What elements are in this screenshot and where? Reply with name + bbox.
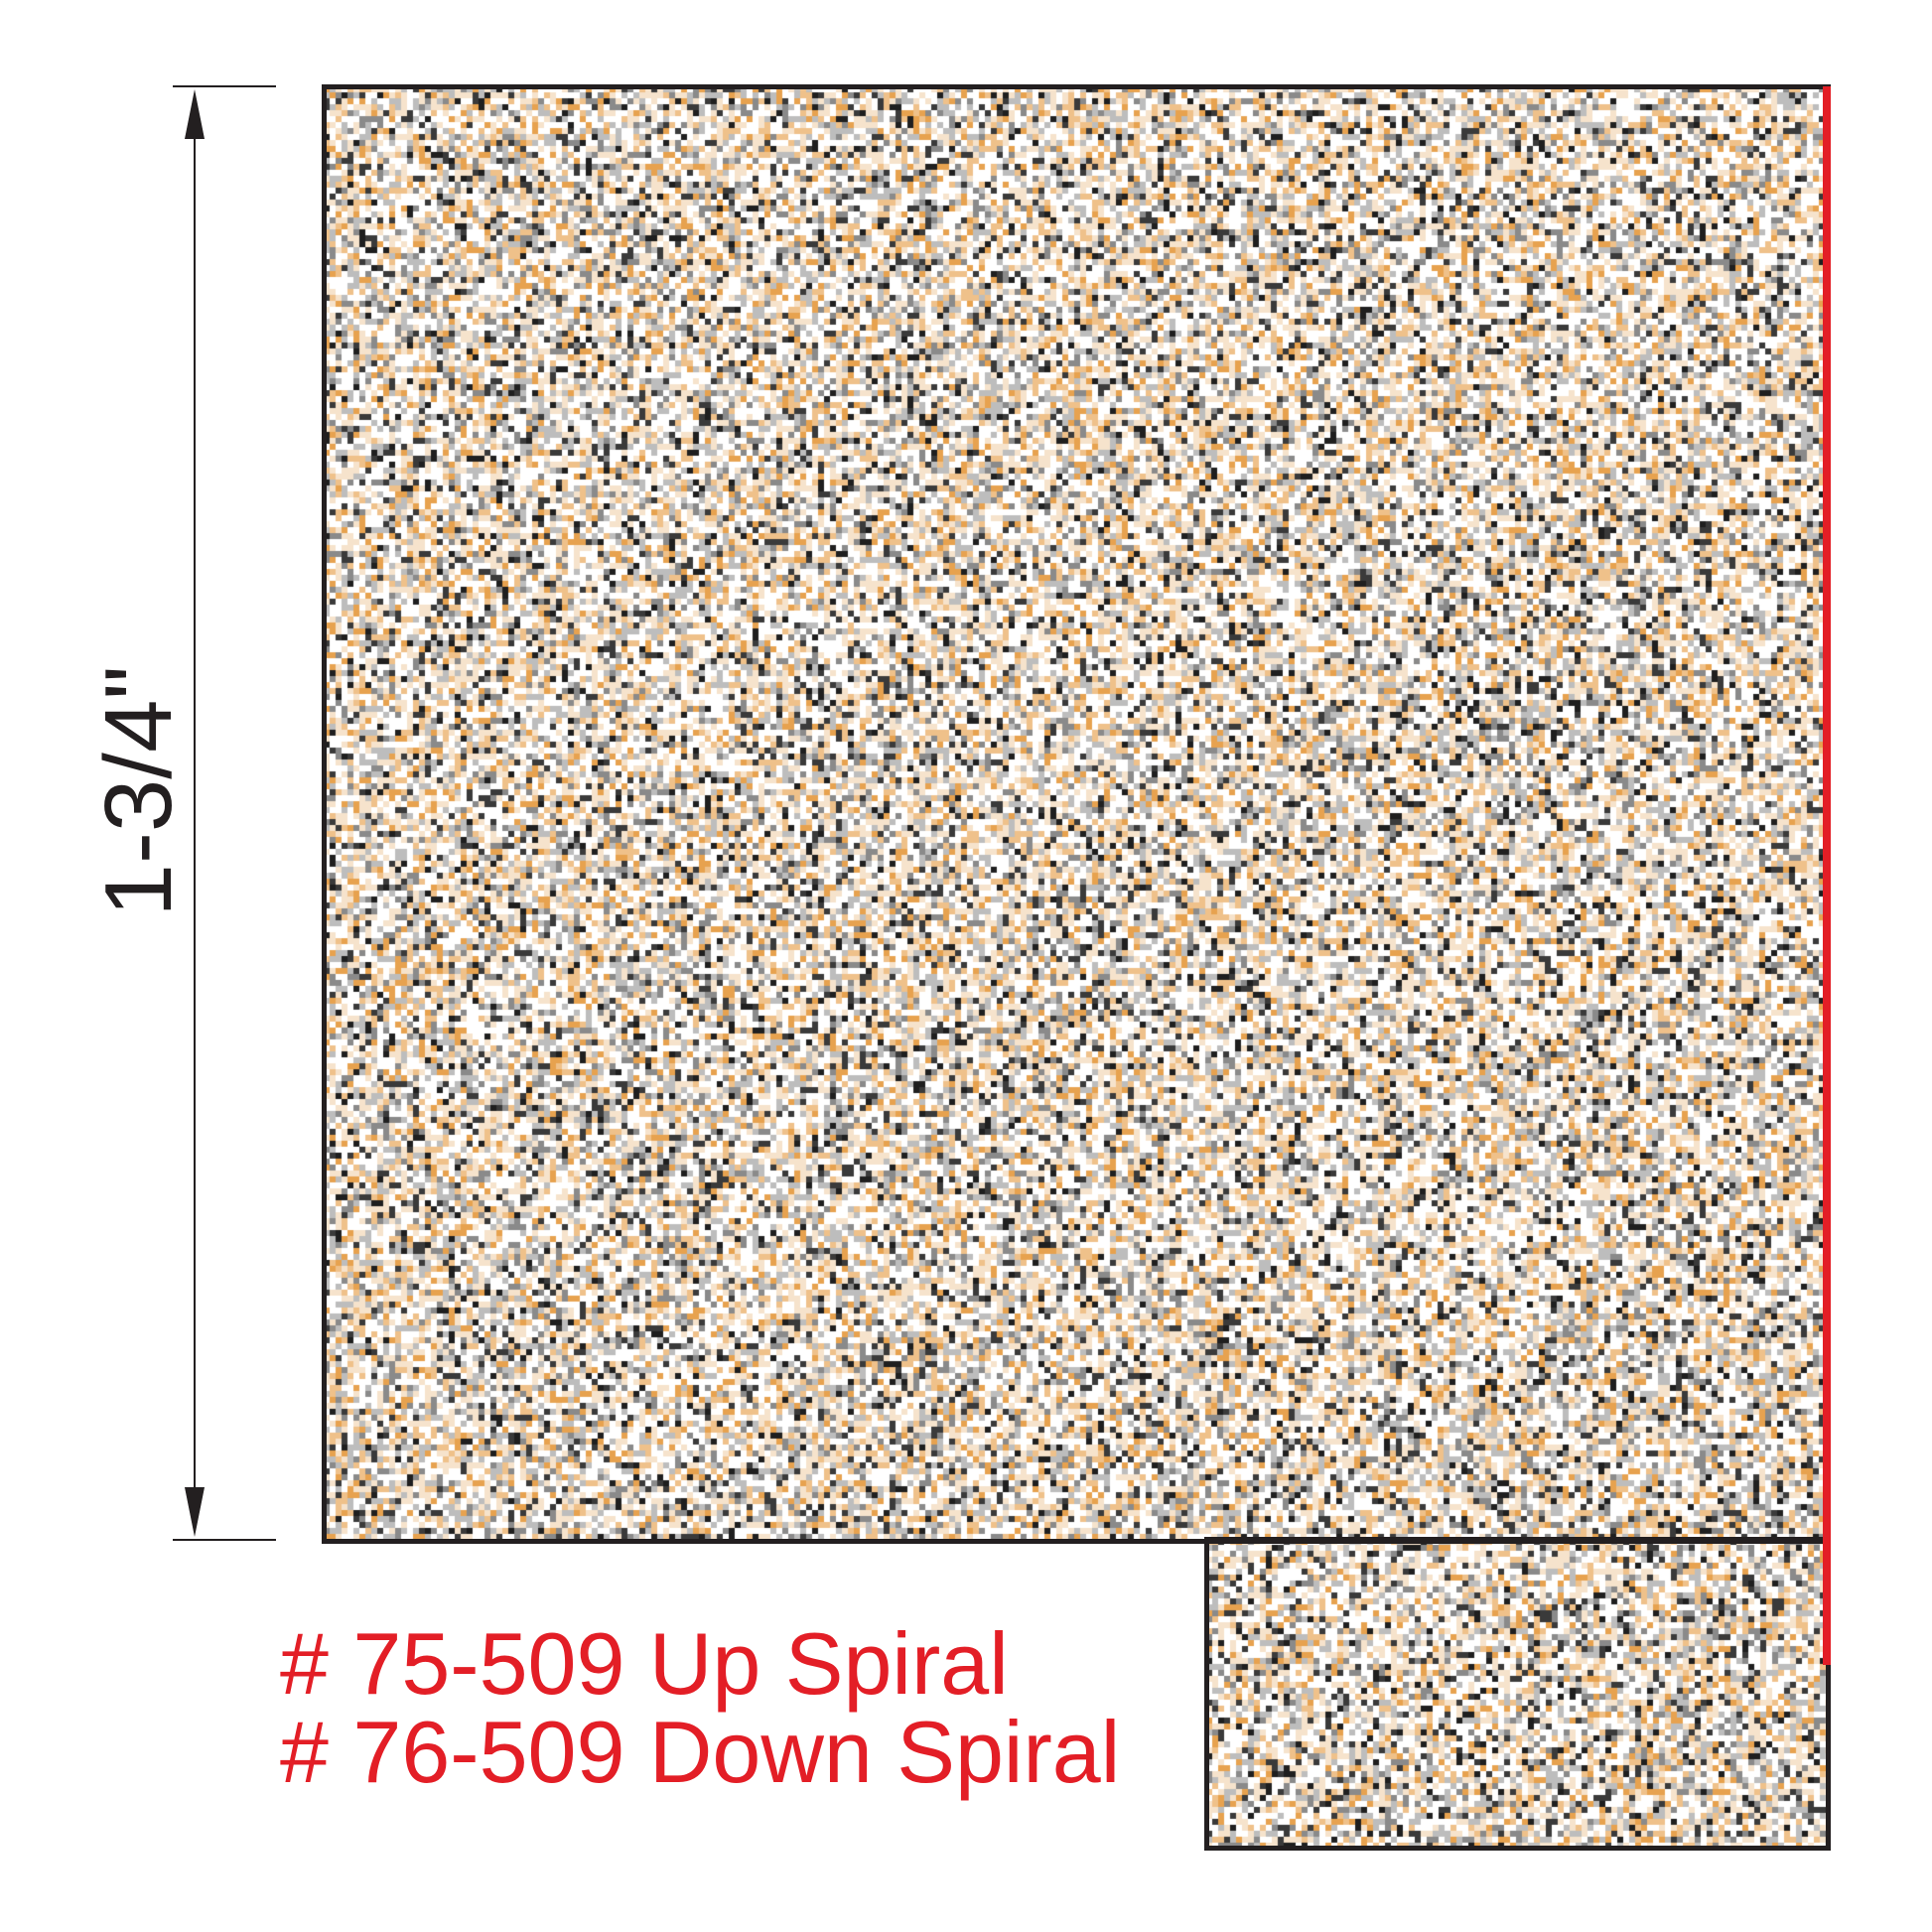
part-label-up-spiral: # 75-509 Up Spiral bbox=[280, 1620, 1009, 1708]
part-label-down-spiral: # 76-509 Down Spiral bbox=[280, 1709, 1120, 1796]
workpiece-main-outline bbox=[322, 84, 1831, 1544]
arrow-down-icon bbox=[185, 1487, 205, 1537]
arrow-up-icon bbox=[185, 89, 205, 139]
workpiece-step-outline bbox=[1204, 1537, 1831, 1851]
cutting-edge-line bbox=[1823, 86, 1831, 1665]
dimension-label: 1-3/4" bbox=[91, 666, 187, 917]
router-bit-profile-diagram: 1-3/4" # 75-509 Up Spiral # 76-509 Down … bbox=[0, 0, 1932, 1932]
